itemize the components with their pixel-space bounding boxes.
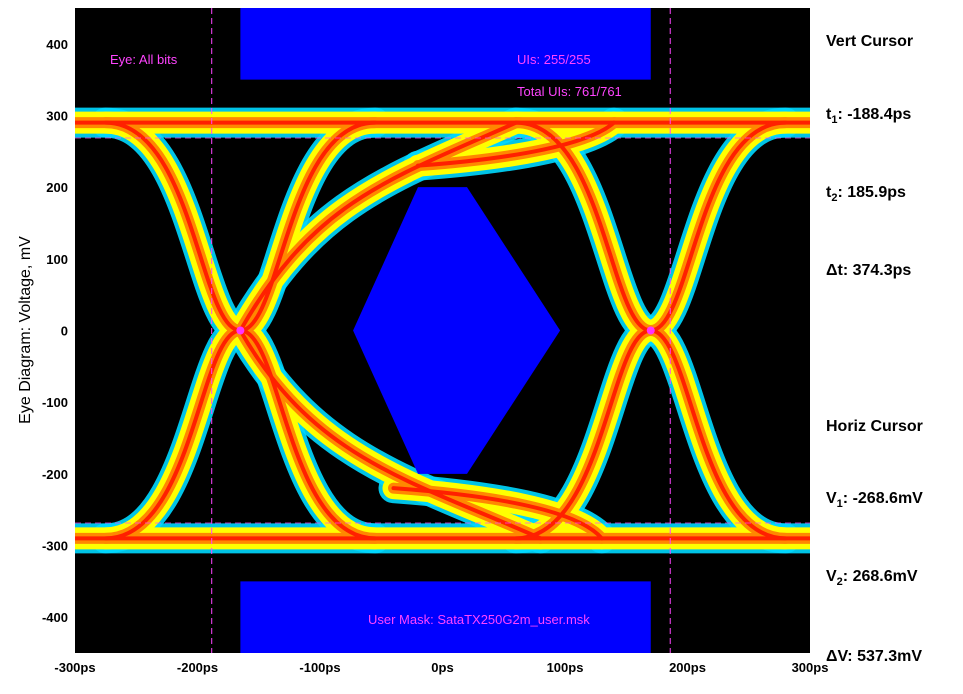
mask-bottom xyxy=(240,581,651,653)
delta-v-readout: ΔV: 537.3mV xyxy=(826,648,922,665)
crossing-point xyxy=(646,326,655,335)
y-tick-label: -100 xyxy=(42,395,68,410)
x-tick-label: 200ps xyxy=(669,660,706,675)
v2-readout: V2: 268.6mV xyxy=(826,568,918,589)
eye-trace xyxy=(238,328,543,541)
y-tick-label: -200 xyxy=(42,467,68,482)
cursor-panel: Vert Cursor t1: -188.4ps t2: 185.9ps Δt:… xyxy=(826,0,963,694)
eye-trace xyxy=(391,486,604,541)
eye-trace xyxy=(416,120,616,168)
eye-trace xyxy=(238,120,518,333)
x-tick-label: 0ps xyxy=(431,660,453,675)
t1-readout: t1: -188.4ps xyxy=(826,106,912,127)
vert-cursor-title: Vert Cursor xyxy=(826,33,914,50)
x-axis-ticks: -300ps -200ps -100ps 0ps 100ps 200ps 300ps xyxy=(54,660,828,675)
y-tick-label: 400 xyxy=(46,37,68,52)
y-tick-label: -300 xyxy=(42,539,68,554)
y-tick-label: 300 xyxy=(46,109,68,124)
x-tick-label: -300ps xyxy=(54,660,95,675)
x-tick-label: -100ps xyxy=(299,660,340,675)
y-axis-label: Eye Diagram: Voltage, mV xyxy=(17,236,34,424)
uis-annotation: UIs: 255/255 xyxy=(517,52,591,67)
y-axis-ticks: 400 300 200 100 0 -100 -200 -300 -400 xyxy=(42,37,68,625)
x-tick-label: -200ps xyxy=(177,660,218,675)
eye-annotation: Eye: All bits xyxy=(110,52,178,67)
horiz-cursor-title: Horiz Cursor xyxy=(826,418,923,435)
crossing-point xyxy=(236,326,245,335)
crossing-points xyxy=(236,326,655,335)
v1-readout: V1: -268.6mV xyxy=(826,490,923,511)
mask-center xyxy=(353,187,561,474)
delta-t-readout: Δt: 374.3ps xyxy=(826,262,912,279)
mask-regions xyxy=(240,8,651,653)
y-tick-label: 200 xyxy=(46,180,68,195)
y-tick-label: -400 xyxy=(42,610,68,625)
y-tick-label: 0 xyxy=(61,324,68,339)
cursor-lines xyxy=(75,8,810,653)
x-tick-label: 100ps xyxy=(547,660,584,675)
x-tick-label: 300ps xyxy=(792,660,829,675)
t2-readout: t2: 185.9ps xyxy=(826,184,906,205)
mask-top xyxy=(240,8,651,80)
y-tick-label: 100 xyxy=(46,252,68,267)
mask-file-annotation: User Mask: SataTX250G2m_user.msk xyxy=(368,612,590,627)
total-uis-annotation: Total UIs: 761/761 xyxy=(517,84,622,99)
